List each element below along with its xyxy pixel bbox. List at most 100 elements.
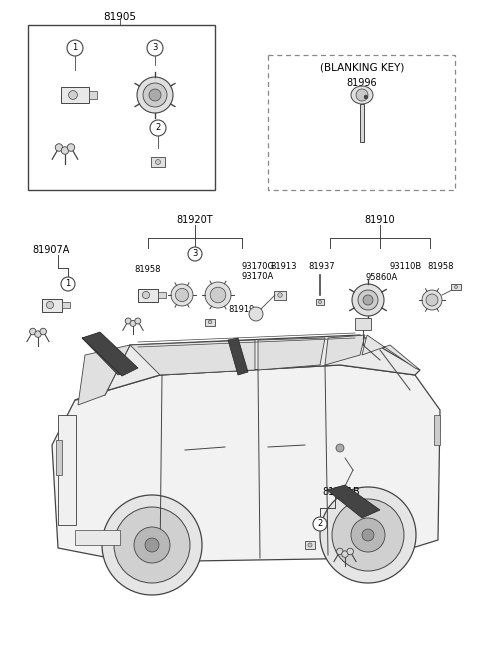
Bar <box>268 55 455 190</box>
Circle shape <box>145 538 159 552</box>
Text: 81996: 81996 <box>347 78 377 88</box>
Text: 81907A: 81907A <box>32 245 70 255</box>
Circle shape <box>55 143 63 151</box>
Text: 81910: 81910 <box>365 215 396 225</box>
Circle shape <box>114 507 190 583</box>
Bar <box>360 104 364 142</box>
Bar <box>89 91 97 99</box>
Polygon shape <box>75 335 420 400</box>
Circle shape <box>332 499 404 571</box>
Bar <box>434 415 440 445</box>
Bar <box>151 157 165 167</box>
Circle shape <box>352 284 384 316</box>
Circle shape <box>130 320 136 326</box>
Polygon shape <box>52 365 440 562</box>
Circle shape <box>143 83 167 107</box>
Bar <box>75 530 120 545</box>
Bar <box>158 291 166 298</box>
Text: 81905: 81905 <box>104 12 136 22</box>
Polygon shape <box>327 485 380 518</box>
Text: 3: 3 <box>192 250 198 259</box>
Circle shape <box>308 543 312 547</box>
Polygon shape <box>325 335 365 365</box>
Polygon shape <box>228 338 248 375</box>
Circle shape <box>102 495 202 595</box>
Bar <box>274 291 286 299</box>
Circle shape <box>149 89 161 101</box>
Circle shape <box>342 551 348 557</box>
Circle shape <box>426 294 438 306</box>
Text: 3: 3 <box>152 43 158 52</box>
Circle shape <box>364 95 368 99</box>
Bar <box>305 541 315 549</box>
Circle shape <box>347 548 353 555</box>
Bar <box>28 25 215 190</box>
Bar <box>62 302 70 309</box>
Text: 81958: 81958 <box>427 262 454 271</box>
Circle shape <box>320 487 416 583</box>
Bar <box>355 318 371 330</box>
Circle shape <box>422 290 442 310</box>
Circle shape <box>143 291 150 299</box>
Text: 1: 1 <box>65 280 71 288</box>
Circle shape <box>358 290 378 310</box>
Circle shape <box>363 295 373 305</box>
Text: 81920T: 81920T <box>177 215 213 225</box>
Circle shape <box>336 548 343 555</box>
Circle shape <box>35 331 41 337</box>
Circle shape <box>336 444 344 452</box>
Circle shape <box>319 301 322 303</box>
Circle shape <box>175 288 189 301</box>
Circle shape <box>351 518 385 552</box>
Polygon shape <box>130 340 255 375</box>
Circle shape <box>67 40 83 56</box>
Text: 81937: 81937 <box>308 262 335 271</box>
Text: 95860A: 95860A <box>365 273 397 282</box>
Text: 81913: 81913 <box>270 262 297 271</box>
Text: 2: 2 <box>317 519 323 529</box>
Circle shape <box>278 293 282 297</box>
Text: 93110B: 93110B <box>390 262 422 271</box>
Bar <box>316 299 324 305</box>
Circle shape <box>61 147 69 154</box>
Circle shape <box>125 318 131 324</box>
Text: (BLANKING KEY): (BLANKING KEY) <box>320 63 404 73</box>
Polygon shape <box>258 338 325 370</box>
Bar <box>58 415 76 525</box>
Circle shape <box>30 328 36 335</box>
Circle shape <box>455 286 457 288</box>
Polygon shape <box>362 335 420 370</box>
Circle shape <box>61 277 75 291</box>
Circle shape <box>147 40 163 56</box>
Bar <box>61 87 89 103</box>
Text: 2: 2 <box>156 124 161 132</box>
Text: 81919: 81919 <box>228 305 254 314</box>
Polygon shape <box>78 345 130 405</box>
Circle shape <box>210 287 226 303</box>
Circle shape <box>356 89 368 101</box>
Text: 1: 1 <box>72 43 78 52</box>
Circle shape <box>150 120 166 136</box>
Ellipse shape <box>351 86 373 104</box>
Circle shape <box>205 282 231 308</box>
Polygon shape <box>82 332 138 376</box>
Circle shape <box>47 301 54 309</box>
Circle shape <box>137 77 173 113</box>
Circle shape <box>67 143 75 151</box>
Circle shape <box>208 320 212 324</box>
Circle shape <box>135 318 141 324</box>
Circle shape <box>40 328 47 335</box>
Circle shape <box>134 527 170 563</box>
Polygon shape <box>82 335 130 375</box>
Bar <box>138 288 158 301</box>
Circle shape <box>69 90 77 100</box>
Circle shape <box>362 529 374 541</box>
Bar <box>42 299 62 312</box>
Bar <box>205 318 215 326</box>
Text: 93170A: 93170A <box>242 272 274 281</box>
Text: 81958: 81958 <box>135 265 161 274</box>
Text: 81521B: 81521B <box>322 487 360 497</box>
Circle shape <box>188 247 202 261</box>
Circle shape <box>313 517 327 531</box>
Text: 93170G: 93170G <box>242 262 275 271</box>
